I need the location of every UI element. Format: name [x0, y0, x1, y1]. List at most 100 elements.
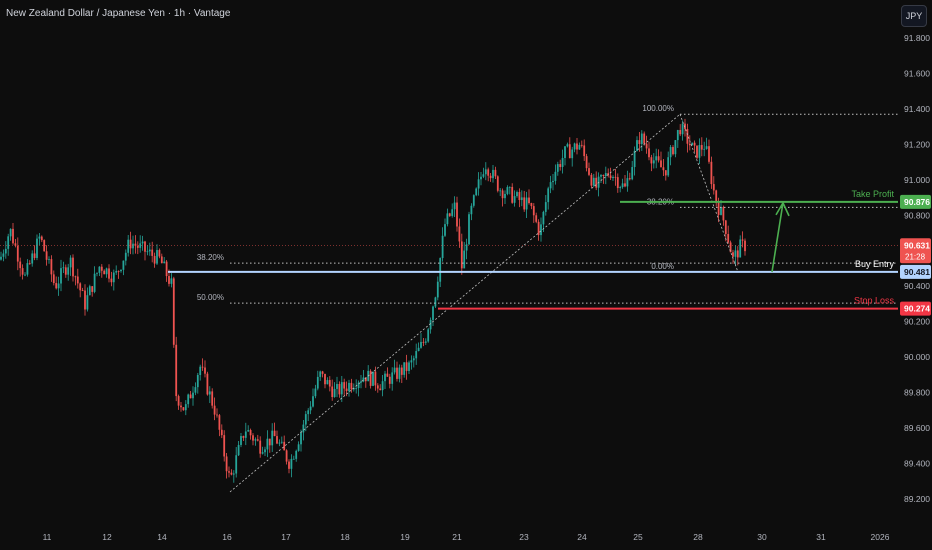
candle-body	[739, 239, 742, 258]
candle	[86, 287, 89, 312]
candle-body	[453, 202, 456, 210]
arrow-shaft[interactable]	[771, 202, 784, 273]
candle-body	[84, 290, 86, 310]
candle	[304, 410, 307, 432]
candle	[64, 264, 67, 278]
candle	[52, 270, 55, 286]
stop-loss-tag[interactable]: 90.274	[900, 301, 931, 316]
current-price-tag[interactable]: 90.631 21:28	[900, 238, 931, 264]
take-profit-tag[interactable]: 90.876	[900, 194, 931, 209]
candle-body	[324, 373, 326, 385]
fib-level-label: 38.20%	[197, 253, 224, 262]
candle-body	[470, 205, 473, 215]
candle-body	[14, 243, 17, 246]
candle	[96, 272, 98, 277]
candle	[283, 435, 286, 451]
candle-body	[43, 240, 46, 252]
fib-trendline-2[interactable]	[679, 114, 739, 273]
candle	[367, 365, 370, 382]
arrow-head[interactable]	[775, 201, 790, 217]
candle-body	[640, 133, 643, 144]
candle	[261, 446, 264, 455]
candle-body	[631, 167, 634, 180]
currency-button[interactable]: JPY	[901, 5, 927, 27]
candle	[420, 333, 422, 349]
candle-body	[244, 431, 247, 438]
buy-entry-tag[interactable]: 90.481	[900, 264, 931, 279]
candle	[477, 172, 480, 196]
candle-body	[744, 240, 746, 252]
candle-body	[604, 173, 607, 177]
candle	[657, 149, 660, 163]
candle	[290, 454, 293, 478]
candle	[523, 190, 526, 212]
projection-arrow[interactable]	[771, 201, 790, 273]
candle-body	[144, 241, 146, 252]
candle-body	[693, 142, 696, 146]
price-axis[interactable]: 91.800 91.600 91.400 91.200 91.000 90.800 90.6…	[900, 33, 931, 504]
candle	[268, 438, 271, 453]
time-axis[interactable]: 11 12 14 16 17 18 19 21 23 24 25 28 30 31 2026	[43, 532, 890, 542]
candle-body	[333, 388, 336, 398]
candle	[511, 183, 514, 204]
candle	[141, 235, 144, 251]
candle	[528, 189, 530, 205]
candle-body	[657, 156, 660, 161]
fibonacci-retracement[interactable]: 38.20%50.00%100.00%38.20%0.00%	[197, 104, 898, 493]
candle-body	[386, 373, 389, 377]
buy-entry-label: Buy Entry	[855, 259, 895, 269]
candle-body	[676, 130, 679, 141]
candle-body	[127, 239, 130, 253]
candle	[427, 327, 430, 343]
candle	[156, 244, 158, 265]
buy-entry-tag-text: 90.481	[904, 267, 930, 277]
candle	[621, 178, 624, 189]
candle-body	[434, 297, 437, 307]
candle-body	[672, 147, 674, 155]
price-tick-label: 89.600	[904, 423, 930, 433]
trade-levels[interactable]: Take Profit Buy Entry Stop Loss	[168, 189, 898, 310]
candle	[201, 358, 204, 371]
candle-body	[477, 179, 480, 189]
candle-body	[220, 429, 223, 436]
candle-body	[340, 382, 343, 395]
candle-body	[88, 286, 91, 296]
candle	[280, 436, 283, 444]
candle-body	[489, 175, 492, 179]
candle-body	[352, 388, 355, 390]
candle-body	[528, 197, 530, 204]
candle-body	[494, 169, 497, 177]
candle	[669, 144, 672, 166]
candle	[199, 364, 202, 381]
candle	[554, 164, 557, 185]
candle	[187, 393, 190, 408]
candle-body	[568, 144, 571, 159]
candle-body	[664, 170, 667, 176]
candle	[417, 342, 420, 352]
candle	[88, 284, 91, 296]
candle-body	[69, 257, 72, 268]
candle-body	[463, 250, 466, 269]
candle-body	[636, 140, 638, 151]
candle-body	[540, 224, 542, 236]
candle	[556, 161, 559, 176]
price-tick-label: 89.400	[904, 459, 930, 469]
candle	[633, 146, 636, 176]
candle	[189, 391, 192, 399]
candle-body	[722, 207, 725, 221]
candle	[165, 259, 168, 282]
candle	[732, 249, 734, 264]
time-tick-label: 2026	[871, 532, 890, 542]
candle-body	[93, 273, 96, 292]
candle	[26, 259, 29, 277]
candle-body	[2, 253, 5, 257]
candle	[98, 266, 101, 277]
candle-body	[117, 271, 120, 272]
candle	[568, 137, 571, 159]
candle-body	[21, 268, 24, 275]
time-tick-label: 14	[157, 532, 167, 542]
candle-body	[432, 306, 434, 320]
candle	[117, 270, 120, 279]
candle	[432, 305, 434, 326]
